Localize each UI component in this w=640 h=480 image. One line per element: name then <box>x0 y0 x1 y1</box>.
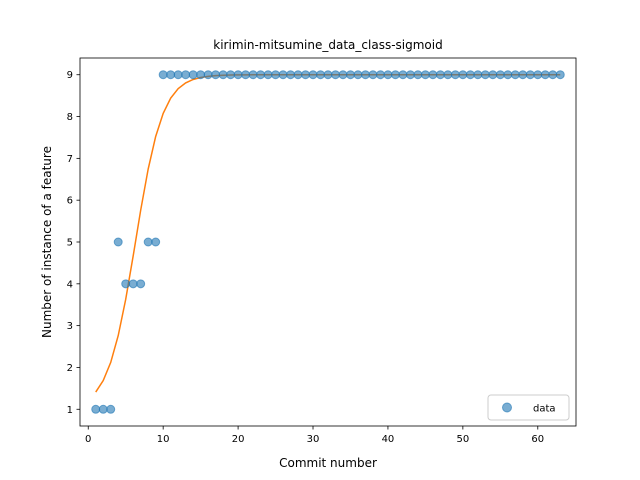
data-point <box>218 70 228 80</box>
data-point <box>98 404 108 414</box>
data-point <box>338 70 348 80</box>
data-point <box>465 70 475 80</box>
data-point <box>151 237 161 247</box>
x-tick-label: 20 <box>232 434 245 445</box>
data-point <box>383 70 393 80</box>
data-point <box>196 70 206 80</box>
data-point <box>503 70 513 80</box>
data-point <box>525 70 535 80</box>
data-point <box>510 70 520 80</box>
y-tick-label: 9 <box>67 70 73 81</box>
data-point <box>480 70 490 80</box>
data-point <box>293 70 303 80</box>
data-point <box>375 70 385 80</box>
data-point <box>323 70 333 80</box>
data-point <box>405 70 415 80</box>
data-point <box>158 70 168 80</box>
data-point <box>256 70 266 80</box>
x-tick-label: 50 <box>456 434 469 445</box>
y-tick-label: 4 <box>67 279 73 290</box>
data-point <box>106 404 116 414</box>
data-point <box>301 70 311 80</box>
data-point <box>278 70 288 80</box>
y-axis-label: Number of instance of a feature <box>40 146 54 338</box>
data-point <box>368 70 378 80</box>
data-point <box>113 237 123 247</box>
data-point <box>413 70 423 80</box>
data-point <box>518 70 528 80</box>
data-point <box>203 70 213 80</box>
x-tick-label: 60 <box>531 434 544 445</box>
data-point <box>173 70 183 80</box>
data-point <box>458 70 468 80</box>
data-point <box>398 70 408 80</box>
data-point <box>450 70 460 80</box>
legend-label-data: data <box>533 404 556 415</box>
y-tick-label: 2 <box>67 363 73 374</box>
data-point <box>390 70 400 80</box>
data-point <box>473 70 483 80</box>
data-point <box>443 70 453 80</box>
data-point <box>241 70 251 80</box>
data-point <box>181 70 191 80</box>
data-point <box>428 70 438 80</box>
data-point <box>330 70 340 80</box>
data-point <box>420 70 430 80</box>
data-point <box>233 70 243 80</box>
data-point <box>128 279 138 289</box>
data-point <box>435 70 445 80</box>
data-point <box>263 70 273 80</box>
x-tick-label: 40 <box>382 434 395 445</box>
data-point <box>495 70 505 80</box>
data-point <box>540 70 550 80</box>
y-tick-label: 3 <box>67 321 73 332</box>
data-point <box>166 70 176 80</box>
data-point <box>345 70 355 80</box>
legend-marker-data <box>502 402 512 413</box>
data-point <box>533 70 543 80</box>
data-point <box>488 70 498 80</box>
legend: data <box>487 394 570 421</box>
y-tick-label: 6 <box>67 196 73 207</box>
data-point <box>136 279 146 289</box>
axes: 0 10 20 30 40 50 60 1 2 3 4 5 6 7 8 9 <box>67 57 577 445</box>
y-tick-label: 1 <box>67 405 73 416</box>
data-point <box>353 70 363 80</box>
x-tick-label: 10 <box>157 434 170 445</box>
plot-area <box>91 70 565 414</box>
data-point <box>143 237 153 247</box>
y-tick-label: 7 <box>67 154 73 165</box>
data-point <box>188 70 198 80</box>
x-tick-label: 0 <box>85 434 91 445</box>
data-point <box>360 70 370 80</box>
y-tick-label: 5 <box>67 238 73 249</box>
y-tick-label: 8 <box>67 112 73 123</box>
data-point <box>91 404 101 414</box>
data-point <box>211 70 221 80</box>
chart-title: kirimin-mitsumine_data_class-sigmoid <box>213 38 442 52</box>
data-point <box>286 70 296 80</box>
data-point <box>226 70 236 80</box>
data-point <box>271 70 281 80</box>
data-point <box>308 70 318 80</box>
data-point <box>555 70 565 80</box>
data-point <box>316 70 326 80</box>
legend-frame <box>487 394 570 421</box>
x-tick-label: 30 <box>307 434 320 445</box>
data-point <box>121 279 131 289</box>
x-axis-label: Commit number <box>279 456 377 470</box>
data-point <box>248 70 258 80</box>
data-point <box>548 70 558 80</box>
